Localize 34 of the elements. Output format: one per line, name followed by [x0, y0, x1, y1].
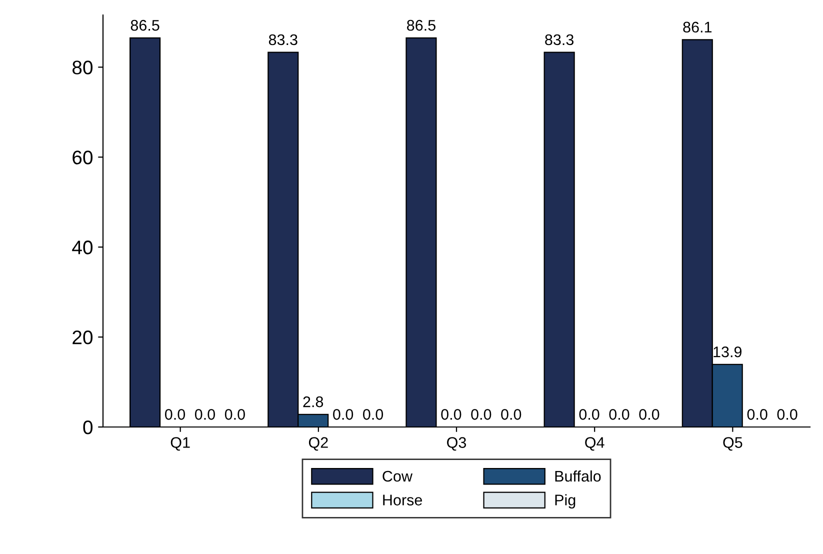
data-label: 13.9	[714, 346, 742, 358]
data-label: 86.1	[683, 22, 712, 33]
y-tick-label: 0	[83, 420, 93, 434]
x-tick-label: Q2	[308, 437, 328, 451]
y-tick-label: 20	[72, 330, 93, 344]
data-label: 0.0	[333, 408, 354, 420]
data-label: 0.0	[747, 408, 768, 420]
x-tick-label: Q1	[170, 437, 190, 451]
data-label: 0.0	[777, 408, 798, 420]
data-label: 0.0	[363, 408, 384, 420]
data-label: 0.0	[471, 408, 492, 420]
y-tick-label: 80	[72, 60, 93, 74]
y-tick-label: 60	[72, 150, 93, 164]
legend-label: Buffalo	[555, 470, 601, 482]
data-label: 0.0	[194, 408, 215, 420]
data-label: 0.0	[579, 408, 600, 420]
x-tick-label: Q5	[723, 437, 742, 451]
data-label: 0.0	[639, 408, 660, 420]
x-tick-label: Q3	[447, 437, 466, 451]
legend-label: Pig	[555, 494, 576, 508]
data-label: 83.3	[545, 34, 574, 46]
data-label: 0.0	[164, 408, 186, 420]
data-label: 86.5	[407, 20, 436, 31]
data-label: 0.0	[441, 408, 462, 420]
data-label: 83.3	[268, 34, 298, 46]
data-label: 86.5	[130, 20, 160, 31]
data-label: 0.0	[501, 408, 522, 420]
data-label: 2.8	[303, 396, 324, 408]
y-tick-label: 40	[72, 240, 93, 254]
data-label: 0.0	[609, 408, 630, 420]
data-label: 0.0	[224, 408, 245, 420]
x-tick-label: Q4	[585, 437, 604, 451]
legend-label: Horse	[383, 494, 422, 506]
legend-label: Cow	[382, 470, 413, 482]
